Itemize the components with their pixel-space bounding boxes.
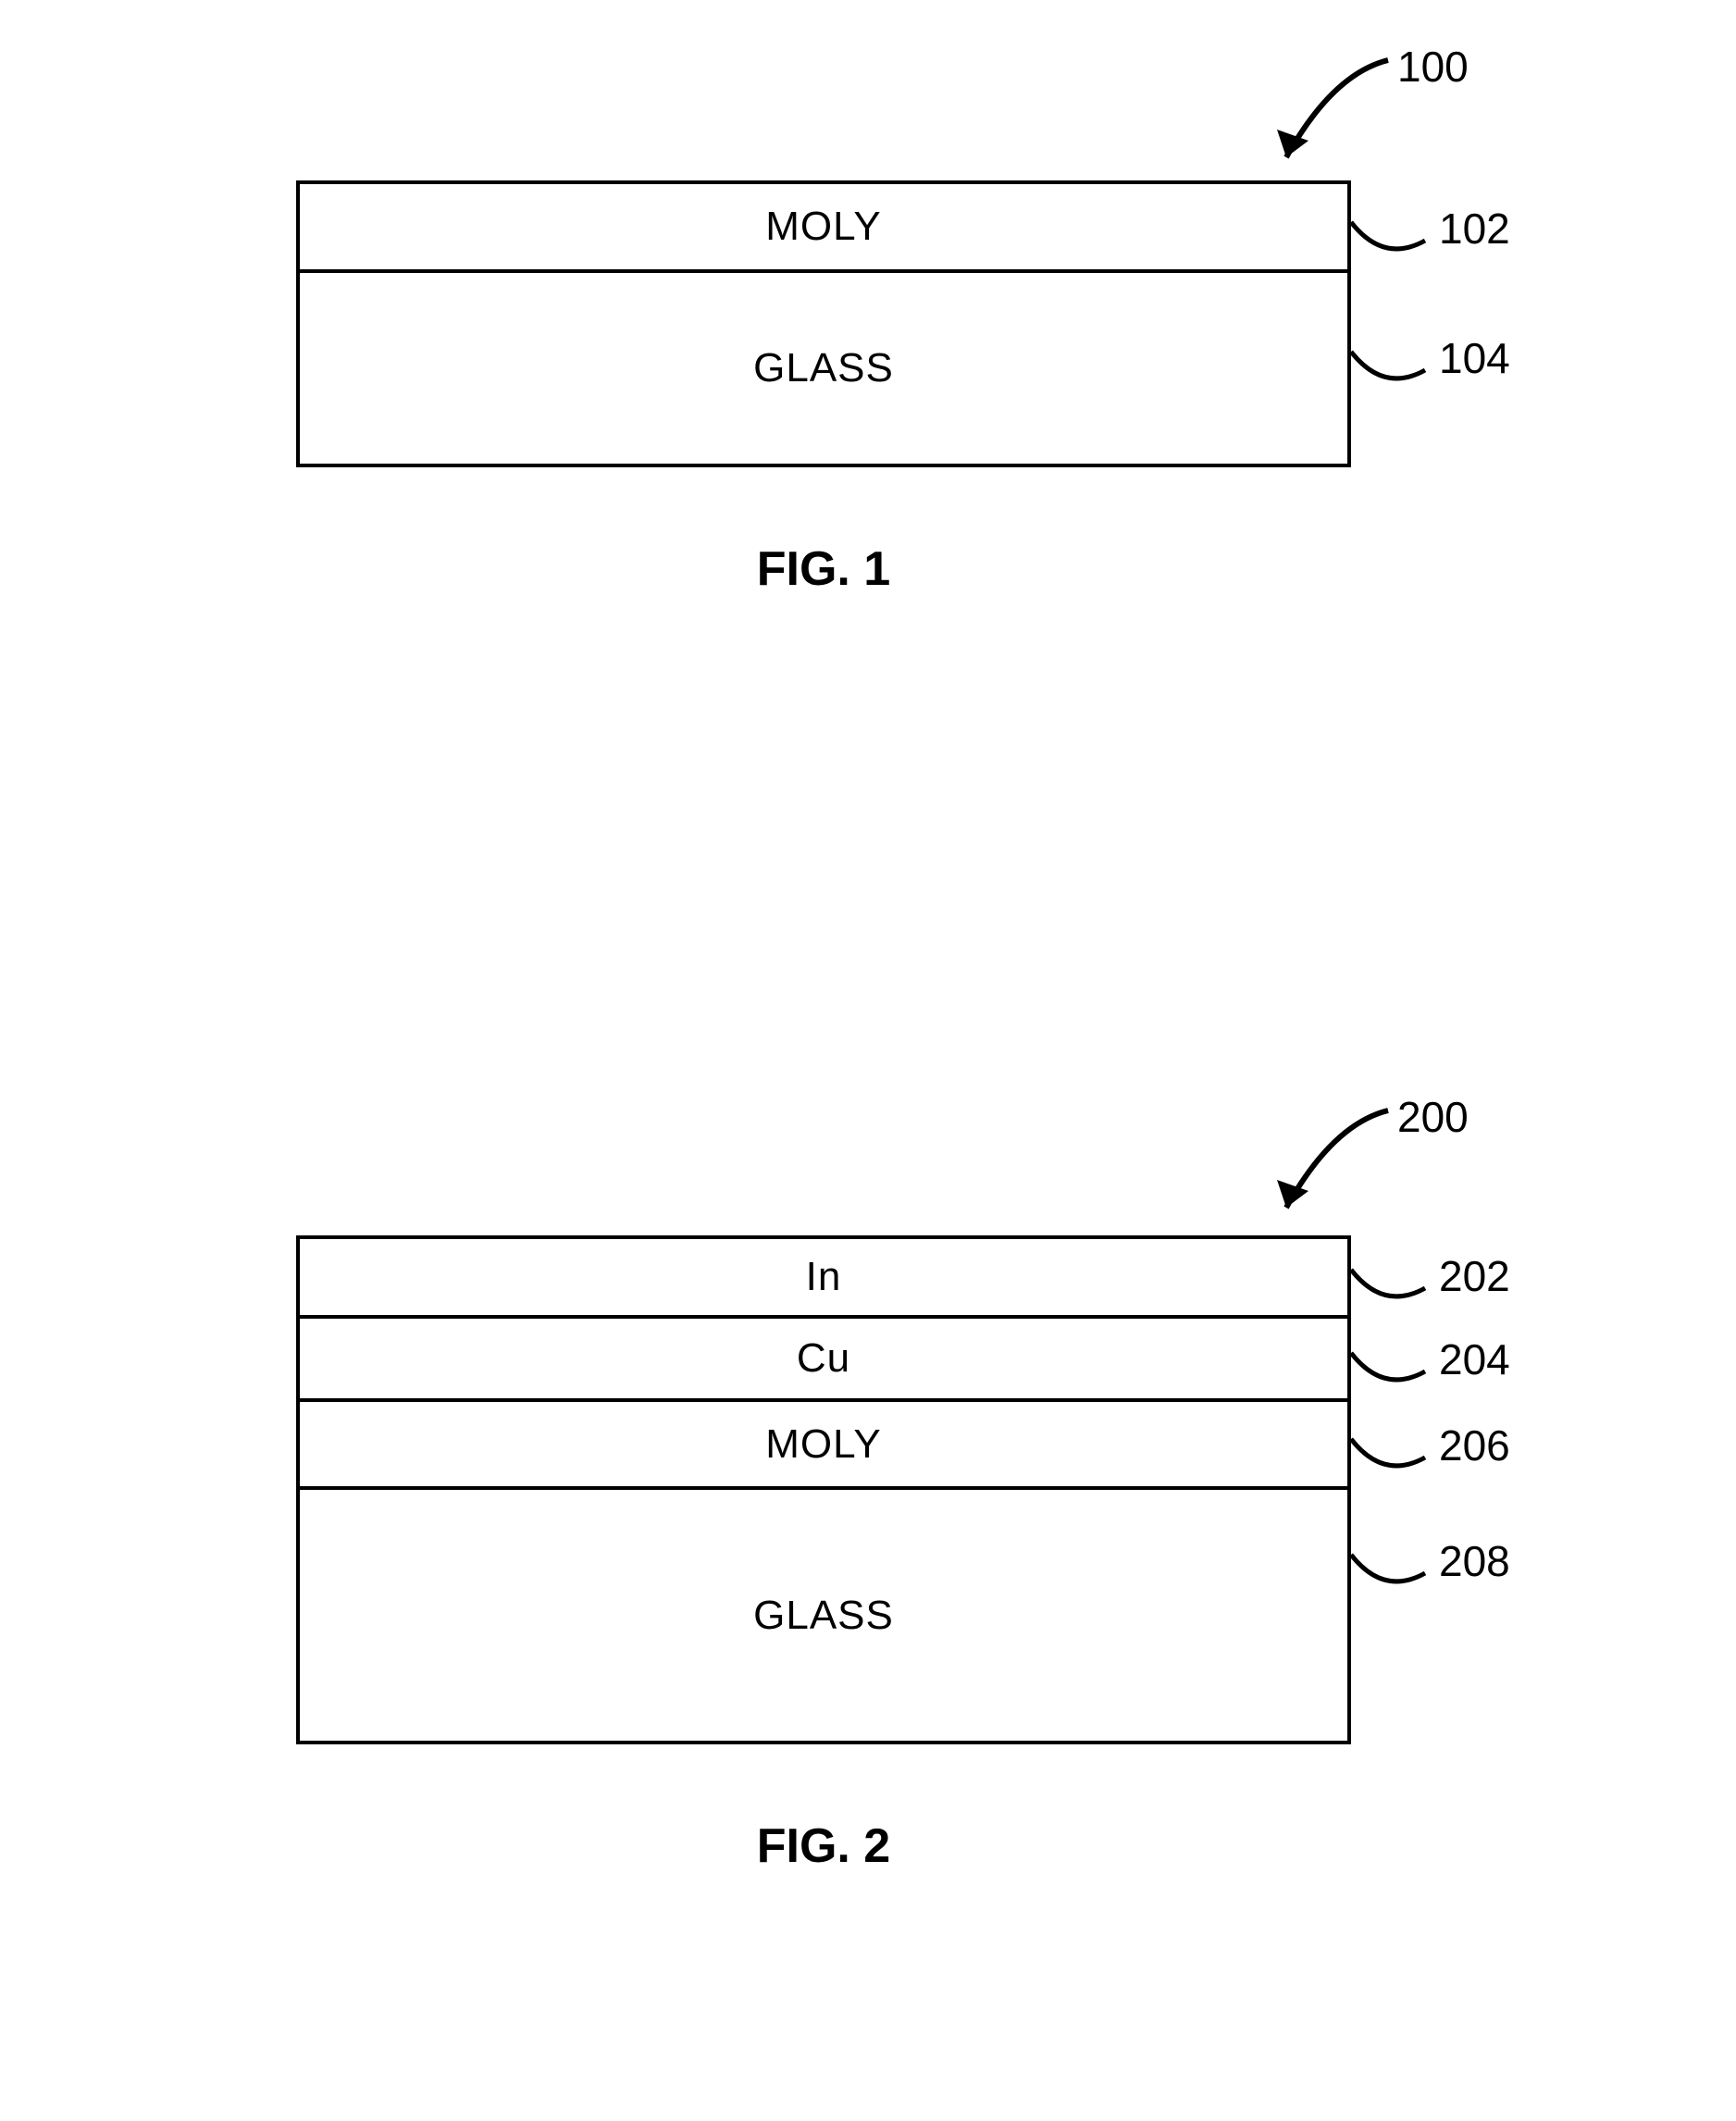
figure-2-leader-206 bbox=[1351, 1430, 1434, 1485]
figure-2-layer-in: In bbox=[296, 1235, 1351, 1319]
figure-1-layer-glass: GLASS bbox=[296, 273, 1351, 467]
figure-2-leader-204 bbox=[1351, 1344, 1434, 1399]
figure-2-assembly-ref: 200 bbox=[1397, 1092, 1469, 1142]
page-root: MOLY GLASS FIG. 1 100 102 104 In Cu bbox=[0, 0, 1736, 2121]
figure-2-ref-202: 202 bbox=[1439, 1251, 1510, 1301]
figure-1-leader-102 bbox=[1351, 213, 1434, 268]
figure-2-leader-202 bbox=[1351, 1260, 1434, 1316]
figure-2: In Cu MOLY GLASS FIG. 2 bbox=[296, 1235, 1351, 1874]
figure-2-layer-cu-label: Cu bbox=[797, 1335, 850, 1382]
figure-2-assembly-arrow bbox=[1249, 1106, 1416, 1245]
figure-2-ref-208: 208 bbox=[1439, 1536, 1510, 1586]
figure-2-layer-moly-label: MOLY bbox=[765, 1421, 881, 1468]
figure-1: MOLY GLASS FIG. 1 bbox=[296, 180, 1351, 597]
figure-1-ref-102: 102 bbox=[1439, 204, 1510, 254]
figure-1-layer-stack: MOLY GLASS bbox=[296, 180, 1351, 467]
figure-2-layer-glass: GLASS bbox=[296, 1490, 1351, 1744]
figure-1-caption: FIG. 1 bbox=[296, 541, 1351, 597]
figure-1-layer-moly: MOLY bbox=[296, 180, 1351, 273]
figure-2-layer-glass-label: GLASS bbox=[753, 1593, 894, 1639]
figure-2-layer-cu: Cu bbox=[296, 1319, 1351, 1402]
figure-1-assembly-arrow bbox=[1249, 56, 1416, 194]
figure-1-assembly-ref: 100 bbox=[1397, 42, 1469, 92]
figure-1-layer-glass-label: GLASS bbox=[753, 345, 894, 391]
figure-2-leader-208 bbox=[1351, 1545, 1434, 1601]
figure-2-ref-204: 204 bbox=[1439, 1334, 1510, 1384]
figure-1-layer-moly-label: MOLY bbox=[765, 204, 881, 250]
figure-2-layer-moly: MOLY bbox=[296, 1402, 1351, 1490]
figure-2-layer-in-label: In bbox=[806, 1254, 842, 1300]
figure-2-ref-206: 206 bbox=[1439, 1420, 1510, 1470]
figure-2-caption: FIG. 2 bbox=[296, 1818, 1351, 1874]
figure-1-leader-104 bbox=[1351, 342, 1434, 398]
figure-1-ref-104: 104 bbox=[1439, 333, 1510, 383]
figure-2-layer-stack: In Cu MOLY GLASS bbox=[296, 1235, 1351, 1744]
